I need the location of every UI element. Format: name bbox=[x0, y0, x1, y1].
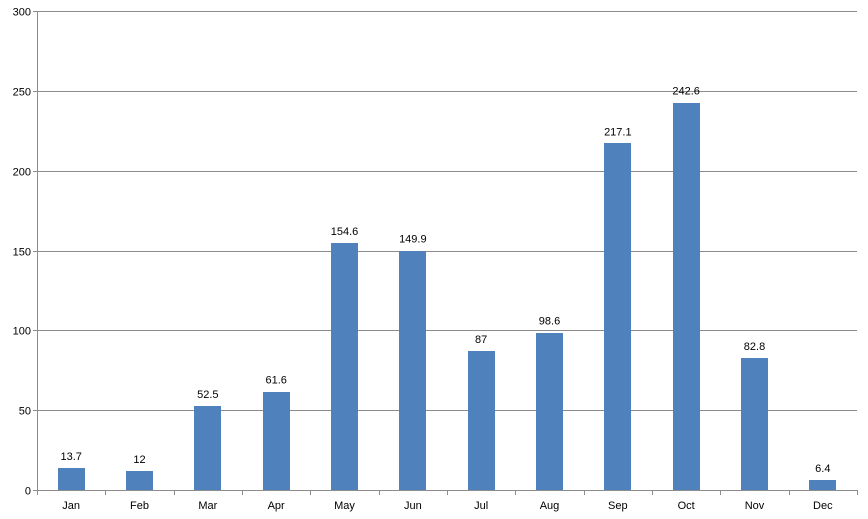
bar-oct bbox=[673, 103, 700, 490]
x-tick-label-jul: Jul bbox=[474, 500, 488, 512]
x-tick-label-jan: Jan bbox=[62, 500, 80, 512]
y-tick-label: 200 bbox=[13, 167, 31, 179]
x-tick-label-may: May bbox=[334, 500, 355, 512]
y-tick-label: 300 bbox=[13, 7, 31, 19]
x-tick-label-oct: Oct bbox=[678, 500, 695, 512]
y-tick-label: 50 bbox=[19, 406, 31, 418]
data-label-apr: 61.6 bbox=[265, 375, 286, 387]
y-tick-label: 0 bbox=[25, 486, 31, 498]
labels: 0 50 100 150 200 250 300 13.7 Jan 12 Feb 52.5 Mar 61.… bbox=[13, 7, 833, 513]
bar-jul bbox=[468, 351, 495, 490]
data-label-dec: 6.4 bbox=[815, 463, 830, 475]
x-tick-label-feb: Feb bbox=[130, 500, 149, 512]
y-tick-label: 150 bbox=[13, 247, 31, 259]
x-tick-label-nov: Nov bbox=[745, 500, 765, 512]
x-tick-label-mar: Mar bbox=[198, 500, 217, 512]
bar-jun bbox=[399, 251, 426, 490]
data-label-sep: 217.1 bbox=[604, 126, 632, 138]
bar-nov bbox=[741, 358, 768, 490]
gridlines bbox=[37, 11, 857, 411]
bar-feb bbox=[126, 471, 153, 490]
bar-dec bbox=[809, 480, 836, 490]
data-label-jan: 13.7 bbox=[60, 451, 81, 463]
data-label-may: 154.6 bbox=[331, 226, 359, 238]
y-tick-label: 100 bbox=[13, 326, 31, 338]
data-label-oct: 242.6 bbox=[672, 86, 700, 98]
data-label-aug: 98.6 bbox=[539, 316, 560, 328]
data-label-feb: 12 bbox=[133, 454, 145, 466]
bar-may bbox=[331, 243, 358, 490]
x-tick-label-dec: Dec bbox=[813, 500, 833, 512]
y-tick-label: 250 bbox=[13, 87, 31, 99]
bar-jan bbox=[58, 468, 85, 490]
x-tick-label-apr: Apr bbox=[268, 500, 285, 512]
bar-mar bbox=[194, 406, 221, 490]
bar-apr bbox=[263, 392, 290, 490]
bar-sep bbox=[604, 143, 631, 490]
data-label-jul: 87 bbox=[475, 334, 487, 346]
x-tick-label-aug: Aug bbox=[540, 500, 560, 512]
data-label-nov: 82.8 bbox=[744, 341, 765, 353]
x-tick-label-jun: Jun bbox=[404, 500, 422, 512]
bars bbox=[58, 103, 836, 490]
bar-aug bbox=[536, 333, 563, 490]
data-label-jun: 149.9 bbox=[399, 234, 427, 246]
axes bbox=[33, 11, 858, 495]
x-tick-label-sep: Sep bbox=[608, 500, 628, 512]
data-label-mar: 52.5 bbox=[197, 389, 218, 401]
